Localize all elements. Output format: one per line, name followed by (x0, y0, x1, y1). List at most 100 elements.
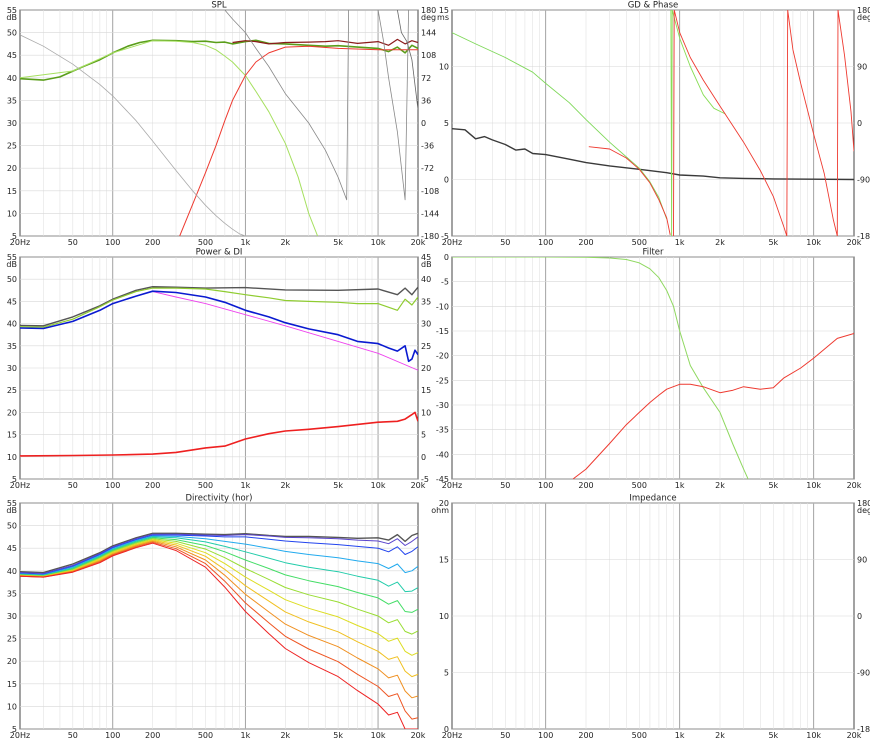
series-line (20, 533, 418, 574)
x-tick-label: 200 (145, 238, 160, 247)
chart-title: Directivity (hor) (186, 494, 253, 504)
y2-axis-unit: deg (421, 13, 436, 22)
y2-tick-label: -36 (421, 142, 434, 151)
y-tick-label: 40 (7, 74, 17, 83)
y2-tick-label: -5 (421, 475, 429, 484)
y2-axis-unit: deg (857, 506, 870, 515)
x-tick-label: 2k (280, 238, 290, 247)
y2-tick-label: 10 (421, 408, 431, 417)
y-tick-label: 20 (7, 657, 17, 666)
y-tick-label: 55 (7, 6, 17, 15)
x-tick-label: 1k (241, 731, 251, 739)
y2-tick-label: -144 (421, 209, 439, 218)
series-line (20, 535, 418, 576)
y-tick-label: 40 (7, 320, 17, 329)
y2-tick-label: 90 (857, 63, 867, 72)
y-axis-unit: ms (437, 13, 449, 22)
series-group (452, 257, 854, 479)
y-tick-label: 10 (439, 612, 449, 621)
y2-tick-label: -180 (421, 232, 439, 241)
x-tick-label: 100 (105, 481, 120, 490)
y-tick-label: 25 (7, 635, 17, 644)
series-line (20, 287, 418, 328)
x-tick-label: 10k (371, 238, 386, 247)
x-tick-label: 50 (68, 481, 78, 490)
y-tick-label: 45 (7, 51, 17, 60)
x-tick-label: 200 (145, 481, 160, 490)
x-tick-label: 50 (68, 238, 78, 247)
series-line (20, 34, 246, 236)
x-tick-label: 100 (538, 731, 553, 739)
x-tick-label: 20k (411, 238, 426, 247)
y2-tick-label: 72 (421, 74, 431, 83)
series-line (20, 539, 418, 656)
y-tick-label: 45 (7, 297, 17, 306)
y-tick-label: 25 (7, 386, 17, 395)
chart-panel: Power & DI510152025303540455055dB-505101… (6, 248, 431, 491)
y2-tick-label: 108 (421, 51, 436, 60)
series-line (20, 537, 418, 613)
series-line (452, 32, 668, 220)
y-tick-label: -25 (436, 376, 449, 385)
x-tick-label: 2k (280, 731, 290, 739)
y2-tick-label: 144 (421, 29, 436, 38)
chart-title: GD & Phase (628, 1, 679, 11)
x-tick-label: 20Hz (10, 731, 30, 739)
y2-tick-label: 90 (857, 556, 867, 565)
y-tick-label: -5 (441, 278, 449, 287)
series-line (20, 542, 418, 729)
y2-tick-label: 20 (421, 364, 431, 373)
y-tick-label: 15 (7, 187, 17, 196)
y2-tick-label: 36 (421, 96, 431, 105)
series-line (20, 538, 418, 635)
x-tick-label: 100 (538, 238, 553, 247)
x-tick-label: 500 (198, 481, 213, 490)
x-tick-label: 20Hz (442, 731, 462, 739)
series-line (20, 286, 418, 327)
y-tick-label: 10 (439, 63, 449, 72)
x-tick-label: 1k (675, 238, 685, 247)
series-line (20, 541, 418, 720)
x-tick-label: 5k (333, 481, 343, 490)
series-line (224, 10, 418, 201)
chart-title: Impedance (629, 494, 676, 504)
y-tick-label: 55 (7, 499, 17, 508)
chart-panel: Directivity (hor) 5 10 15 20 25 30 35 40 45 50 55dB… (6, 494, 425, 739)
y2-axis-unit: dB (421, 260, 432, 269)
y-tick-label: 40 (7, 567, 17, 576)
x-tick-label: 20k (847, 731, 862, 739)
x-tick-label: 20Hz (10, 481, 30, 490)
x-tick-label: 500 (632, 481, 647, 490)
chart-title: SPL (211, 1, 227, 11)
y2-tick-label: 40 (421, 275, 431, 284)
series-group (20, 286, 418, 457)
series-group (452, 10, 854, 236)
y-tick-label: 55 (7, 253, 17, 262)
series-line (673, 10, 854, 236)
y2-tick-label: 0 (857, 119, 862, 128)
x-tick-label: 2k (715, 731, 725, 739)
y2-tick-label: 180 (857, 499, 870, 508)
y2-tick-label: 0 (421, 453, 426, 462)
y2-tick-label: -90 (857, 669, 870, 678)
y-tick-label: 50 (7, 275, 17, 284)
x-tick-label: 2k (715, 238, 725, 247)
series-line (20, 534, 418, 575)
y-tick-label: -15 (436, 327, 449, 336)
y-tick-label: 30 (7, 612, 17, 621)
y-tick-label: 50 (7, 522, 17, 531)
y-tick-label: 0 (444, 725, 449, 734)
x-tick-label: 5k (768, 481, 778, 490)
y2-tick-label: 15 (421, 386, 431, 395)
y2-tick-label: -90 (857, 176, 870, 185)
y2-axis-unit: deg (857, 13, 870, 22)
x-tick-label: 10k (371, 481, 386, 490)
y-tick-label: 35 (7, 589, 17, 598)
y-tick-label: 25 (7, 142, 17, 151)
x-tick-label: 10k (806, 731, 821, 739)
